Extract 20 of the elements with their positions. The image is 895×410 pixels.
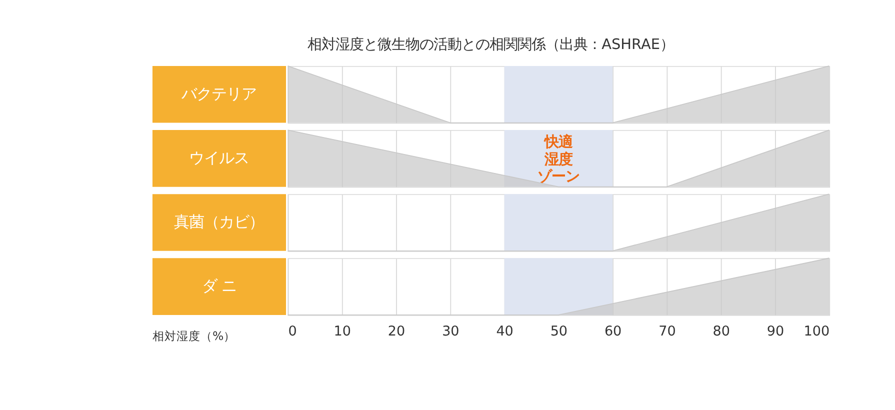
annotation: 湿度: [543, 150, 572, 168]
x-tick-label: 20: [388, 323, 406, 340]
x-tick-label: 0: [288, 323, 297, 340]
x-tick-label: 70: [658, 323, 676, 340]
x-tick-label: 10: [334, 323, 351, 340]
annotation: 快適: [543, 134, 574, 151]
x-tick-label: 40: [496, 323, 514, 340]
y-axis-title: ダ ニ: [202, 277, 237, 296]
y-axis-title: ウイルス: [189, 148, 250, 167]
x-tick-label: 30: [442, 323, 460, 340]
chart-title: 相対湿度と微生物の活動との相関関係（出典：ASHRAE）: [308, 36, 674, 53]
x-tick-label: 60: [604, 323, 622, 340]
x-tick-label: 90: [766, 323, 784, 340]
x-tick-label: 80: [712, 323, 730, 340]
annotation: ゾーン: [537, 168, 580, 185]
x-axis-title: 相対湿度（%）: [152, 329, 236, 344]
x-tick-label: 50: [550, 323, 568, 340]
x-tick-label: 100: [804, 323, 830, 340]
y-axis-title: バクテリア: [180, 84, 257, 103]
y-axis-title: 真菌（カビ）: [174, 213, 264, 231]
